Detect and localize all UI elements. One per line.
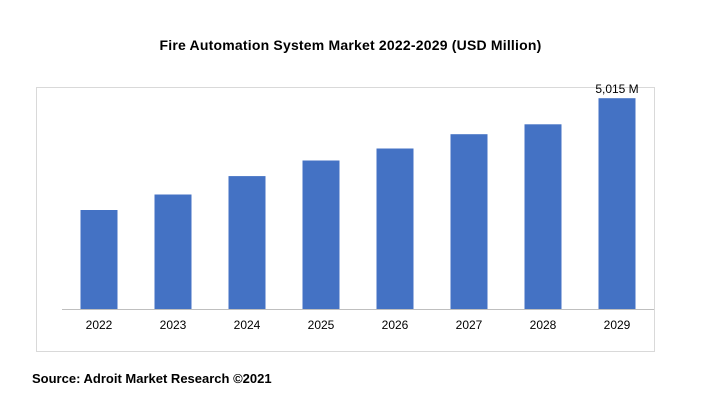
x-tick-labels: 2022 2023 2024 2025 2026 2027 2028 2029 (86, 318, 631, 332)
x-tick-label-2027: 2027 (456, 318, 483, 332)
x-tick-label-2026: 2026 (382, 318, 409, 332)
bar-2028 (524, 124, 562, 309)
data-label-2029: 5,015 M (595, 82, 638, 96)
x-tick-label-2023: 2023 (160, 318, 187, 332)
bars-layer (80, 98, 636, 309)
bar-2025 (302, 160, 340, 309)
bar-2023 (154, 194, 192, 309)
x-tick-label-2028: 2028 (530, 318, 557, 332)
chart-title: Fire Automation System Market 2022-2029 … (159, 37, 542, 53)
x-tick-label-2024: 2024 (234, 318, 261, 332)
bar-2026 (376, 148, 414, 309)
source-note: Source: Adroit Market Research ©2021 (32, 371, 272, 386)
x-tick-label-2025: 2025 (308, 318, 335, 332)
x-tick-label-2029: 2029 (604, 318, 631, 332)
x-tick-label-2022: 2022 (86, 318, 113, 332)
bar-2029 (598, 98, 636, 309)
bar-2024 (228, 176, 266, 309)
data-labels: 5,015 M (595, 82, 638, 96)
bar-2027 (450, 134, 488, 309)
bar-2022 (80, 210, 118, 309)
